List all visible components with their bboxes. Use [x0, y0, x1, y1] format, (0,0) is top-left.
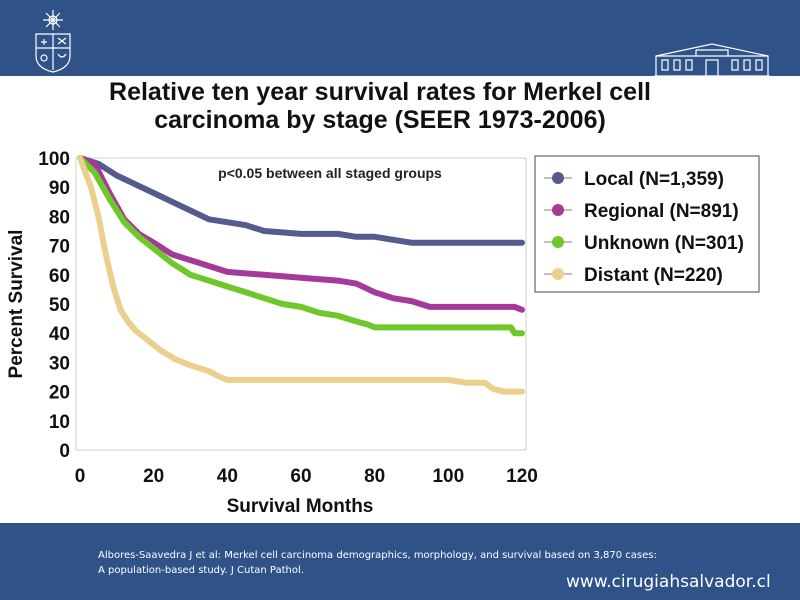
y-tick-label: 70	[49, 237, 70, 258]
slide-title: Relative ten year survival rates for Mer…	[40, 78, 720, 134]
x-tick-label: 0	[75, 466, 86, 487]
legend-marker-local	[552, 172, 564, 184]
header-band	[0, 0, 800, 76]
significance-annotation: p<0.05 between all staged groups	[218, 165, 442, 181]
website-url[interactable]: www.cirugiahsalvador.cl	[566, 572, 771, 592]
y-tick-label: 90	[49, 178, 70, 199]
series-line-unknown	[77, 155, 525, 337]
series-line-local	[77, 155, 525, 246]
y-axis-label: Percent Survival	[6, 230, 27, 379]
x-tick-label: 80	[364, 466, 385, 487]
legend-marker-regional	[552, 204, 564, 216]
slide-title-line-1: Relative ten year survival rates for Mer…	[109, 78, 651, 106]
legend-marker-distant	[552, 268, 564, 280]
y-tick-label: 20	[49, 383, 70, 404]
legend-label-local: Local (N=1,359)	[584, 169, 724, 190]
footer-band	[0, 523, 800, 600]
university-crest-icon	[35, 10, 71, 73]
series-line-distant	[77, 155, 525, 395]
y-tick-label: 100	[38, 149, 70, 170]
y-tick-label: 30	[49, 353, 70, 374]
x-axis-ticks: 0 20 40 60 80 100 120	[75, 466, 538, 487]
y-tick-label: 40	[49, 324, 70, 345]
slide-title-line-2: carcinoma by stage (SEER 1973-2006)	[154, 106, 606, 134]
series-lines	[77, 155, 525, 395]
x-tick-label: 100	[432, 466, 464, 487]
citation: Albores-Saavedra J et al: Merkel cell ca…	[98, 548, 738, 578]
y-tick-label: 10	[49, 412, 70, 433]
y-tick-label: 60	[49, 266, 70, 287]
hospital-building-icon	[654, 43, 770, 77]
y-axis-ticks: 0 10 20 30 40 50 60 70 80 90 100	[38, 149, 70, 462]
legend-label-regional: Regional (N=891)	[584, 201, 739, 222]
citation-line-1: Albores-Saavedra J et al: Merkel cell ca…	[98, 550, 657, 561]
x-tick-label: 40	[217, 466, 238, 487]
survival-chart: 0 10 20 30 40 50 60 70 80 90 100 0 20 40 60 80 100 120 p…	[6, 149, 760, 517]
legend-label-distant: Distant (N=220)	[584, 265, 723, 286]
x-tick-label: 60	[290, 466, 311, 487]
chart-legend: Local (N=1,359) Regional (N=891) Unknown (…	[534, 155, 760, 293]
x-tick-label: 120	[506, 466, 538, 487]
x-tick-label: 20	[143, 466, 164, 487]
legend-marker-unknown	[552, 236, 564, 248]
x-axis-label: Survival Months	[227, 496, 374, 517]
y-tick-label: 0	[59, 441, 70, 462]
y-tick-label: 80	[49, 207, 70, 228]
y-tick-label: 50	[49, 295, 70, 316]
legend-box	[534, 155, 760, 293]
legend-label-unknown: Unknown (N=301)	[584, 233, 744, 254]
citation-line-2: A population-based study. J Cutan Pathol…	[98, 565, 304, 576]
